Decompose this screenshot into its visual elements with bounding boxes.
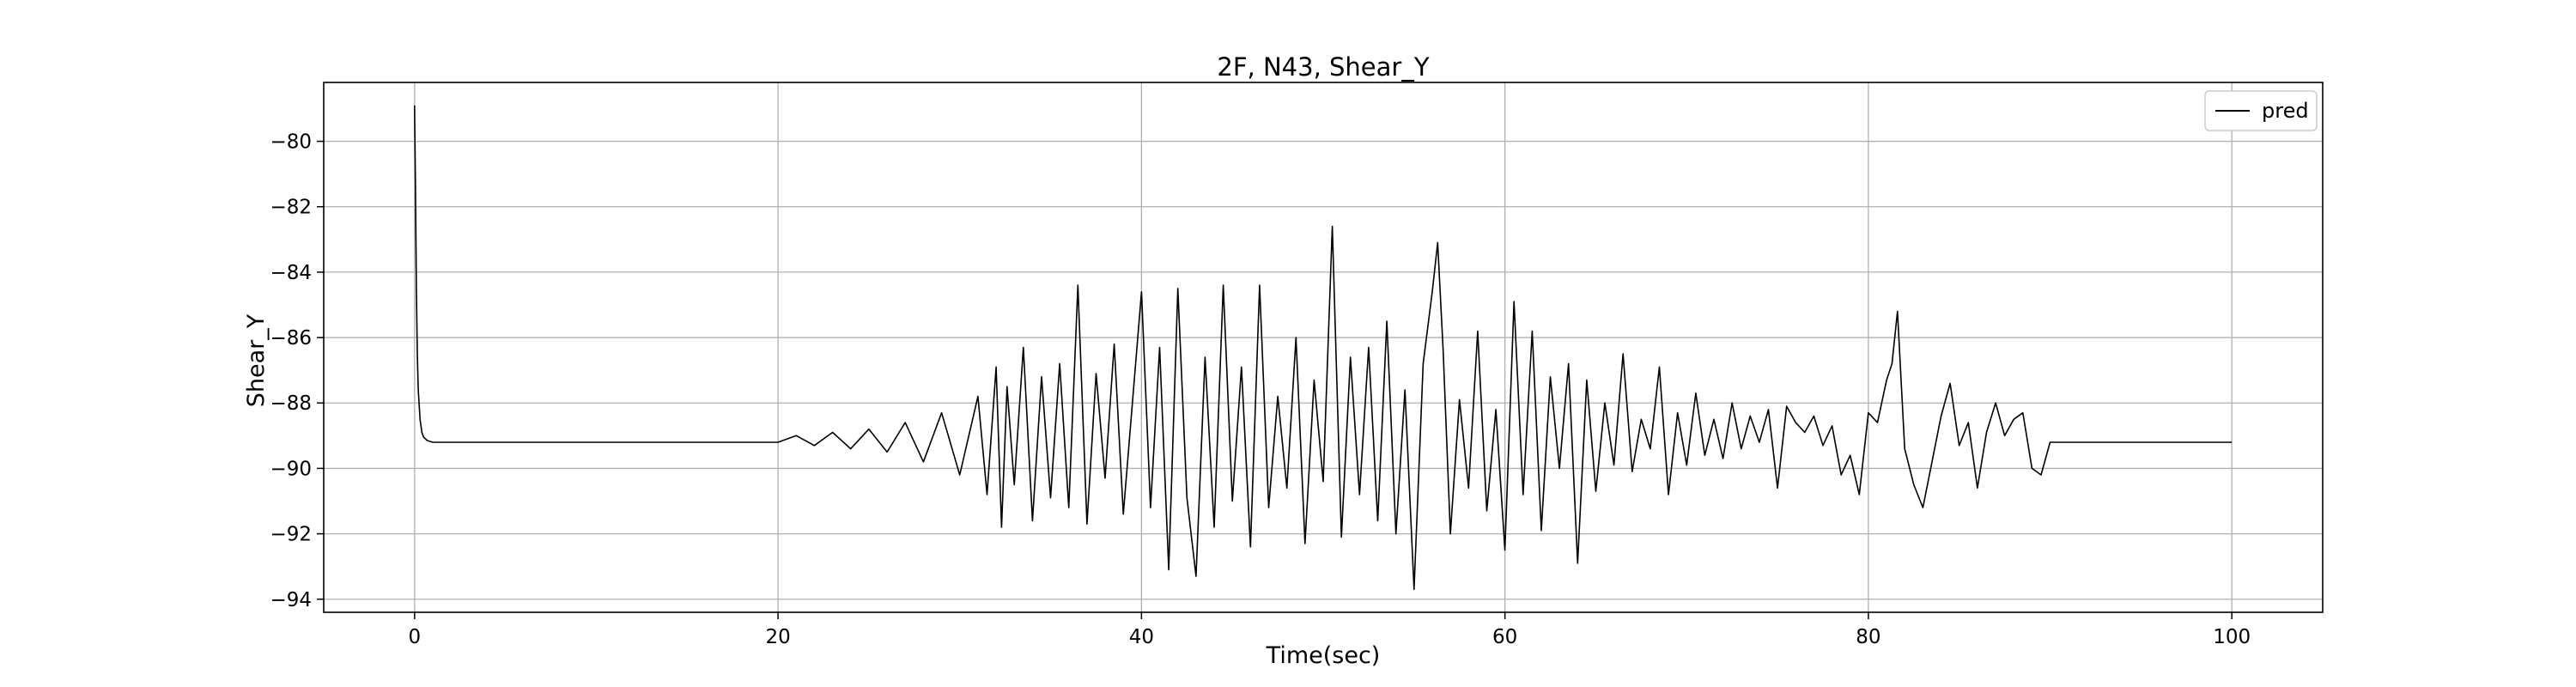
legend: pred [2204,90,2318,131]
plot-area [414,105,2233,591]
legend-label-pred: pred [2262,99,2309,123]
y-axis-label: Shear_Y [243,313,270,407]
y-tick-label: −82 [270,197,312,219]
y-tick-label: −80 [270,131,312,154]
x-tick-label: 20 [765,626,790,648]
x-tick-label: 40 [1129,626,1154,648]
x-axis: 0 20 40 60 80 100 [408,612,2251,648]
y-tick-label: −94 [270,589,312,611]
y-tick-label: −86 [270,327,312,350]
series-line-pred [414,105,2233,591]
y-tick-label: −88 [270,392,312,415]
plot-frame [323,82,2324,613]
x-tick-label: 60 [1492,626,1517,648]
y-tick-label: −84 [270,262,312,284]
x-tick-label: 80 [1856,626,1880,648]
x-tick-label: 100 [2213,626,2251,648]
y-tick-label: −90 [270,458,312,480]
y-tick-label: −92 [270,524,312,546]
x-axis-label: Time(sec) [1266,642,1381,669]
grid [324,82,2323,612]
chart-title: 2F, N43, Shear_Y [1217,52,1429,82]
x-tick-label: 0 [408,626,421,648]
legend-box [2204,90,2318,131]
y-axis: −94 −92 −90 −88 −86 −84 −82 −80 [270,131,324,611]
